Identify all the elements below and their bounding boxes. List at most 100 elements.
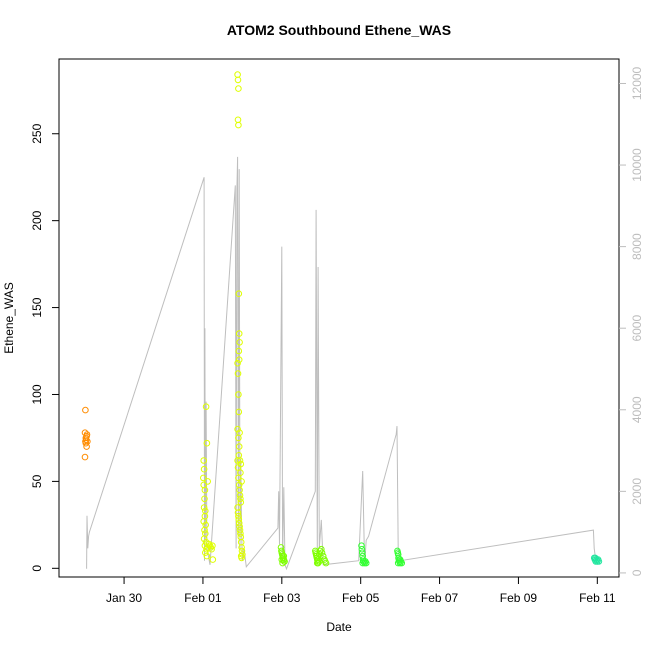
data-point [358,542,365,550]
plot-frame [58,58,620,578]
y-tick-label: 250 [30,123,44,143]
data-point [82,439,90,447]
y2-tick-label: 0 [630,569,644,576]
data-point [201,526,208,534]
data-point [234,370,242,377]
data-point [203,552,211,560]
data-point [235,519,243,527]
y-axis: 0 50 100 150 200 250 [30,123,59,572]
data-point [398,559,406,567]
data-point [209,542,216,550]
data-point [201,486,209,494]
data-point [237,495,244,503]
x-tick-label: Jan 30 [106,591,142,605]
data-point [234,116,242,124]
data-point [235,290,243,298]
data-point [209,556,217,563]
data-point [202,403,210,411]
data-point [235,347,243,355]
y2-tick-label: 8000 [630,233,644,260]
x-axis-label: Date [326,620,352,634]
data-point [359,549,366,557]
y-tick-label: 50 [30,474,44,488]
x-tick-label: Feb 11 [579,591,616,605]
data-point [238,554,245,562]
data-point [280,552,288,560]
x-tick-label: Feb 01 [184,591,222,605]
data-point [204,478,211,485]
data-point [236,457,244,464]
y-tick-label: 200 [30,210,44,230]
data-point [236,339,243,346]
data-point [358,545,366,553]
data-point [235,512,242,520]
data-point [239,551,246,558]
data-point [236,526,244,534]
y2-tick-label: 4000 [630,396,644,423]
data-point [236,492,244,499]
y2-tick-label: 2000 [630,478,644,505]
data-point [318,549,326,557]
data-point [234,359,241,367]
data-point [592,554,599,562]
data-point [235,434,242,442]
y2-tick-label: 6000 [630,315,644,342]
chart-title: ATOM2 Southbound Ethene_WAS [227,22,451,38]
data-point [362,559,370,567]
y2-tick-label: 10000 [630,148,644,182]
data-point [238,478,245,485]
y-tick-label: 0 [30,565,44,572]
data-point [205,540,213,548]
y2-tick-label: 12000 [630,66,644,100]
data-point [200,518,207,525]
data-point [235,330,243,337]
data-point [234,509,242,517]
data-point [200,474,207,482]
data-point [237,530,244,537]
data-point [394,559,402,567]
secondary-series-line [86,156,598,571]
data-point [235,356,243,364]
data-point [200,504,208,511]
data-point [279,559,286,567]
data-point [82,406,89,414]
x-tick-label: Feb 03 [263,591,301,605]
data-point [235,443,243,450]
data-point [200,535,208,543]
data-point [316,558,323,565]
data-point [238,544,245,551]
data-point [83,432,90,440]
data-point [200,457,207,464]
data-point [235,408,243,416]
y2-axis: 0 2000 4000 6000 8000 10000 12000 [619,66,644,576]
data-point [314,559,321,567]
data-point [235,516,243,523]
data-point [81,453,89,461]
data-point [235,85,242,92]
secondary-series [86,156,598,571]
data-point [83,443,90,450]
data-point [235,121,242,129]
x-tick-label: Feb 05 [342,591,380,605]
data-point [322,559,330,567]
x-axis: Jan 30 Feb 01 Feb 03 Feb 05 Feb 07 Feb 09 Feb … [106,577,616,605]
data-point [316,547,324,555]
data-point [234,76,242,84]
data-point [234,425,241,433]
data-point [208,545,215,553]
data-point [202,549,209,557]
data-point [359,559,367,567]
data-point [318,545,325,553]
y-axis-label: Ethene_WAS [2,282,16,354]
data-point [234,71,241,78]
data-point [201,495,208,503]
data-point [235,391,242,398]
data-point [396,556,404,563]
data-point [595,558,603,565]
data-point [203,439,211,447]
x-tick-label: Feb 09 [500,591,538,605]
data-point [200,465,208,473]
x-tick-label: Feb 07 [421,591,459,605]
data-point [236,523,243,530]
